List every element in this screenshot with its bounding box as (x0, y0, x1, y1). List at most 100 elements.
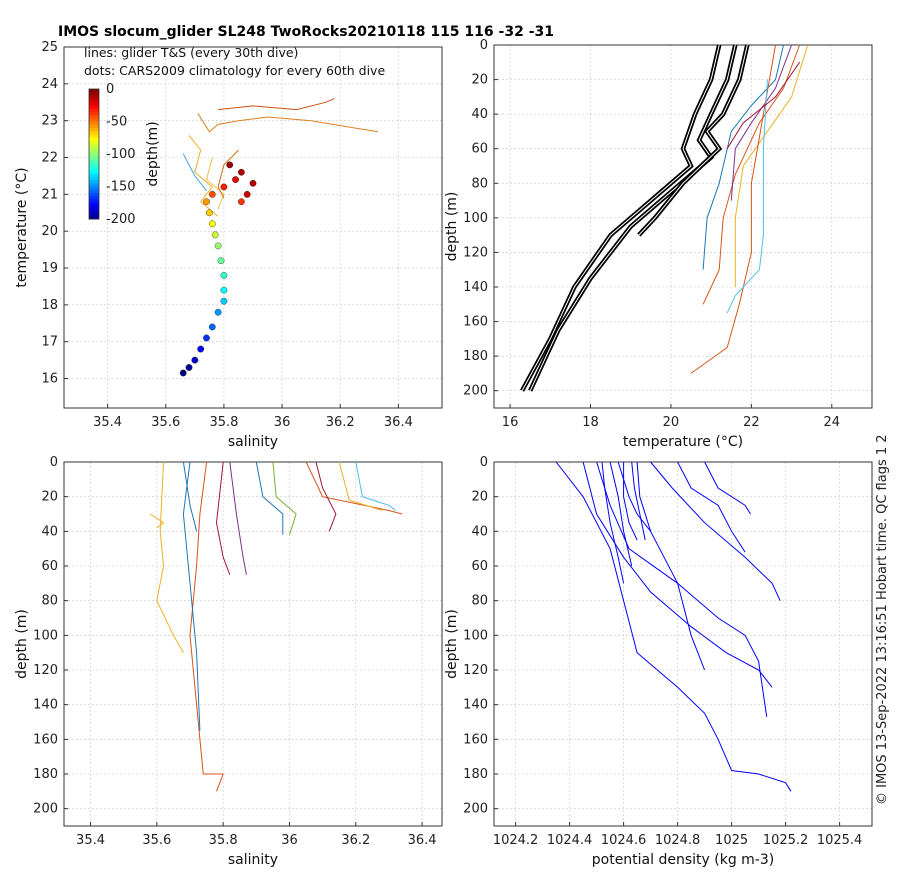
y-tick-label: 200 (463, 384, 488, 399)
y-axis-label: depth (m) (444, 192, 460, 262)
series-line (609, 461, 633, 567)
y-tick-label: 20 (471, 490, 488, 505)
y-tick-label: 24 (41, 77, 58, 92)
climatology-dot (220, 286, 228, 294)
legend-line-2: dots: CARS2009 climatology for every 60t… (84, 63, 385, 78)
colorbar-segment (89, 215, 99, 220)
y-tick-label: 40 (471, 107, 488, 122)
salinity-depth-panel: 35.4 35.6 35.8 36 36.2 36.4 0 20 40 60 80 100 120 140… (14, 455, 443, 868)
y-tick-label: 25 (41, 40, 58, 55)
colorbar-segment (89, 167, 99, 171)
x-tick-label: 1025 (715, 833, 748, 848)
series-line-core (521, 44, 720, 391)
colorbar-frame (88, 88, 100, 220)
x-tick-label: 1024.4 (547, 833, 593, 848)
series-line (690, 44, 776, 374)
series-line (229, 461, 247, 575)
y-tick-label: 17 (41, 335, 58, 350)
y-tick-label: 0 (480, 38, 488, 53)
series-line (726, 79, 768, 314)
colorbar: 0 -50 -100 -150 -200 depth(m) (88, 82, 161, 227)
x-tick-label: 35.8 (209, 833, 238, 848)
x-tick-label: 1024.2 (493, 833, 539, 848)
y-tick-label: 140 (463, 698, 488, 713)
y-tick-label: 80 (471, 594, 488, 609)
series-line (726, 62, 801, 149)
climatology-dot (208, 190, 216, 198)
colorbar-label: depth(m) (145, 121, 161, 186)
y-tick-label: 140 (463, 280, 488, 295)
y-tick-label: 19 (41, 261, 58, 276)
y-tick-label: 20 (41, 490, 58, 505)
x-tick-label: 36.4 (384, 415, 413, 430)
y-tick-label: 40 (41, 524, 58, 539)
series-line (650, 461, 781, 601)
plot-frame (63, 46, 443, 409)
series-line (355, 461, 396, 511)
colorbar-segment (89, 157, 99, 161)
climatology-dot (237, 168, 245, 176)
y-tick-label: 100 (463, 628, 488, 643)
x-axis-label: potential density (kg m-3) (592, 852, 774, 868)
colorbar-segment (89, 98, 99, 103)
series-line (702, 44, 801, 305)
series-line (272, 461, 297, 535)
y-tick-label: 60 (41, 559, 58, 574)
y-tick-label: 40 (471, 524, 488, 539)
colorbar-segment (89, 92, 99, 96)
climatology-dot (220, 297, 228, 305)
y-tick-label: 160 (33, 732, 58, 747)
series-line (218, 98, 335, 111)
colorbar-segment (89, 141, 99, 145)
colorbar-segment (89, 199, 99, 204)
y-tick-label: 160 (463, 732, 488, 747)
density-depth-panel: 1024.2 1024.4 1024.6 1024.8 1025 1025.2 1025.4… (444, 455, 873, 868)
x-tick-label: 36.2 (326, 415, 355, 430)
colorbar-segment (89, 212, 99, 217)
climatology-dot (205, 209, 213, 217)
x-tick-label: 35.6 (151, 415, 180, 430)
climatology-dot (208, 323, 216, 331)
climatology-dot (220, 271, 228, 279)
series-line (730, 44, 793, 201)
y-tick-label: 120 (463, 663, 488, 678)
colorbar-tick-label: -150 (106, 180, 136, 195)
y-tick-label: 120 (463, 245, 488, 260)
plot-frame (493, 44, 873, 409)
colorbar-segment (89, 111, 99, 116)
colorbar-segment (89, 131, 99, 135)
colorbar-segment (89, 186, 99, 191)
series-line (149, 513, 165, 529)
colorbar-tick-label: -50 (106, 115, 127, 130)
y-tick-label: 60 (471, 559, 488, 574)
climatology-dot (243, 190, 251, 198)
copyright-note: © IMOS 13-Sep-2022 13:16:51 Hobart time.… (875, 434, 890, 805)
climatology-dot (214, 242, 222, 250)
climatology-dot (237, 198, 245, 206)
figure-title: IMOS slocum_glider SL248 TwoRocks2021011… (58, 24, 554, 40)
x-tick-label: 16 (502, 415, 519, 430)
legend-line-1: lines: glider T&S (every 30th dive) (84, 45, 298, 60)
colorbar-tick-label: -100 (106, 147, 136, 162)
colorbar-segment (89, 105, 99, 109)
y-tick-label: 180 (463, 767, 488, 782)
colorbar-segment (89, 180, 99, 184)
colorbar-segment (89, 147, 99, 152)
series-line (217, 149, 239, 199)
colorbar-segment (89, 183, 99, 187)
series-line-core (638, 44, 748, 236)
climatology-dot (220, 183, 228, 191)
y-tick-label: 160 (463, 315, 488, 330)
x-axis-label: salinity (228, 434, 278, 450)
series-line (636, 461, 706, 671)
colorbar-segment (89, 134, 99, 139)
y-tick-label: 20 (41, 224, 58, 239)
x-tick-label: 35.4 (76, 833, 105, 848)
climatology-dot (179, 369, 187, 377)
colorbar-tick-label: 0 (106, 82, 114, 97)
series-line (555, 461, 792, 792)
climatology-dot (214, 308, 222, 316)
series-line (305, 461, 403, 515)
climatology-dot (211, 231, 219, 239)
series-line (596, 461, 768, 717)
